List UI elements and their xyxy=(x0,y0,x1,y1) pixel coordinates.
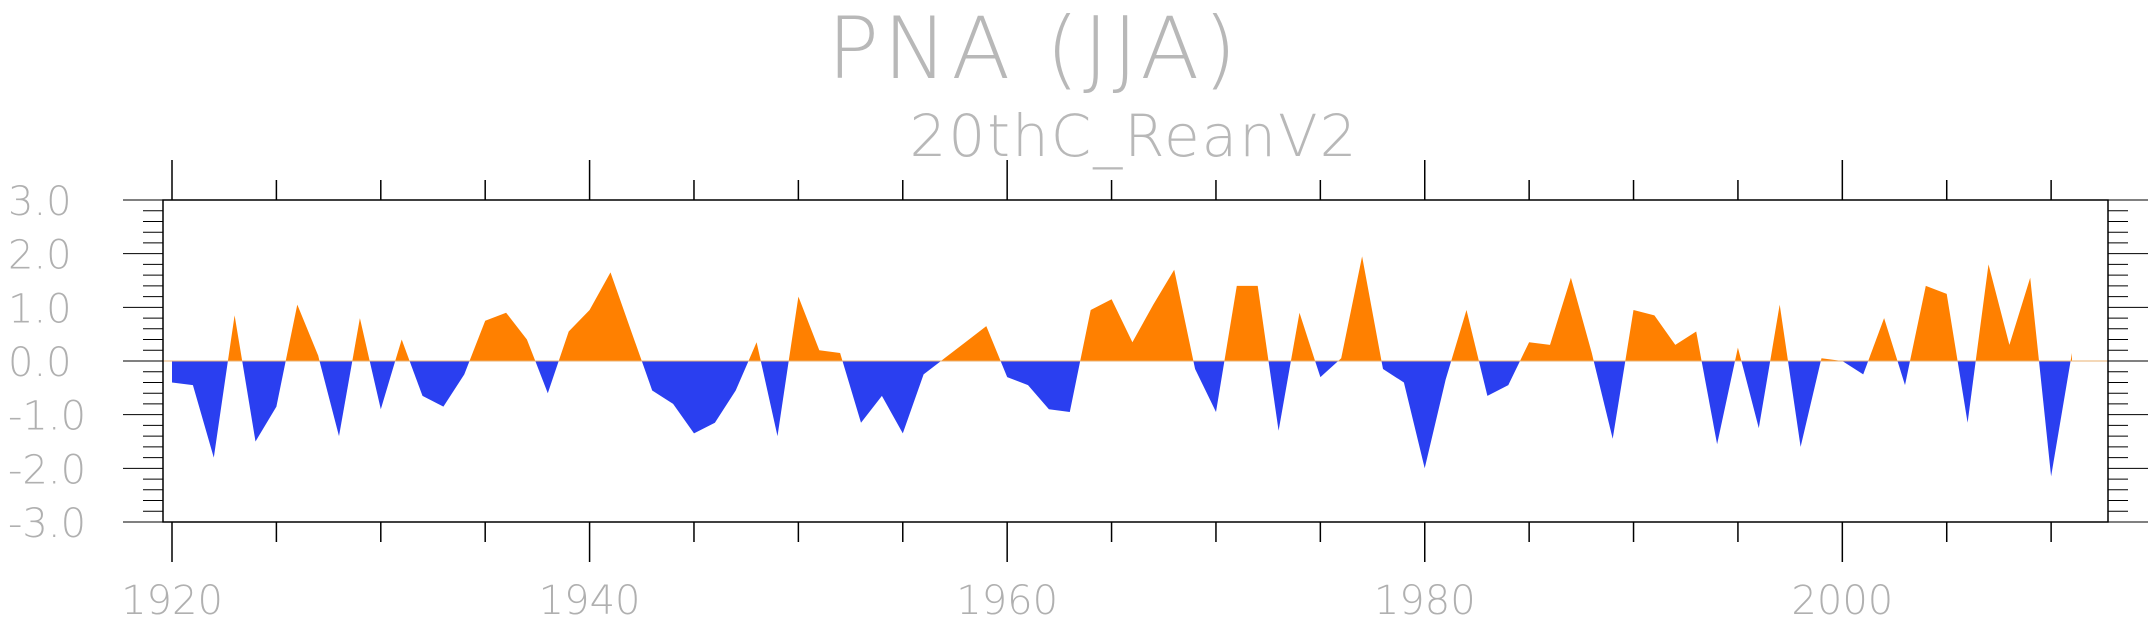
chart-title: PNA (JJA) xyxy=(827,0,1241,99)
negative-area xyxy=(1315,361,1339,378)
positive-area xyxy=(1290,312,1316,361)
negative-area xyxy=(242,361,286,442)
y-tick-label: 1.0 xyxy=(8,286,72,332)
positive-area xyxy=(1868,318,1898,361)
positive-area xyxy=(1451,310,1479,361)
positive-area xyxy=(285,304,320,361)
positive-area xyxy=(1520,277,1594,361)
positive-area xyxy=(1338,256,1382,361)
positive-area xyxy=(1625,310,1702,361)
positive-area xyxy=(1735,347,1742,361)
positive-area xyxy=(1224,285,1269,361)
negative-area xyxy=(319,361,353,437)
y-tick-label: 0.0 xyxy=(8,340,72,386)
negative-area xyxy=(1593,361,1626,439)
positive-area xyxy=(1975,264,2039,361)
positive-area xyxy=(748,342,761,361)
positive-area xyxy=(1770,304,1788,361)
positive-area xyxy=(352,318,370,361)
positive-area xyxy=(1080,269,1194,361)
plot-axes xyxy=(123,160,2148,562)
tick-labels: 3.0 2.0 1.0 0.0 -1.0 -2.0 -3.0 1920 1940 1960 1980… xyxy=(8,179,1893,624)
negative-area xyxy=(1701,361,1735,445)
positive-area xyxy=(941,326,1001,361)
x-tick-label: 2000 xyxy=(1791,578,1893,624)
positive-area xyxy=(1820,358,1843,361)
negative-area xyxy=(535,361,559,394)
positive-area xyxy=(469,312,536,361)
negative-area xyxy=(1268,361,1291,431)
negative-area xyxy=(1842,361,1869,375)
positive-area xyxy=(395,339,410,361)
y-tick-label: 2.0 xyxy=(8,233,72,279)
negative-area xyxy=(842,361,941,434)
negative-area xyxy=(1000,361,1081,412)
negative-area xyxy=(1897,361,1910,386)
x-tick-label: 1920 xyxy=(121,578,223,624)
positive-area xyxy=(227,315,243,361)
negative-area xyxy=(1381,361,1452,469)
y-tick-label: -2.0 xyxy=(8,447,86,493)
y-tick-label: -3.0 xyxy=(8,501,86,547)
negative-area xyxy=(1193,361,1225,412)
negative-area xyxy=(641,361,749,434)
negative-area xyxy=(1478,361,1520,396)
y-tick-label: -1.0 xyxy=(8,394,86,440)
negative-area xyxy=(369,361,396,410)
x-tick-label: 1980 xyxy=(1374,578,1476,624)
negative-area xyxy=(1741,361,1771,429)
positive-area xyxy=(2070,353,2072,361)
negative-area xyxy=(1957,361,1976,423)
positive-area xyxy=(1910,285,1958,361)
negative-area xyxy=(1788,361,1821,447)
negative-area xyxy=(2039,361,2071,477)
positive-area xyxy=(788,296,843,361)
x-tick-label: 1960 xyxy=(956,578,1058,624)
x-tick-label: 1940 xyxy=(539,578,641,624)
negative-area xyxy=(172,361,228,458)
positive-area xyxy=(558,272,642,361)
negative-area xyxy=(409,361,470,407)
negative-area xyxy=(760,361,789,437)
y-tick-label: 3.0 xyxy=(8,179,72,225)
series-areas xyxy=(172,256,2072,477)
chart-subtitle: 20thC_ReanV2 xyxy=(909,102,1358,170)
